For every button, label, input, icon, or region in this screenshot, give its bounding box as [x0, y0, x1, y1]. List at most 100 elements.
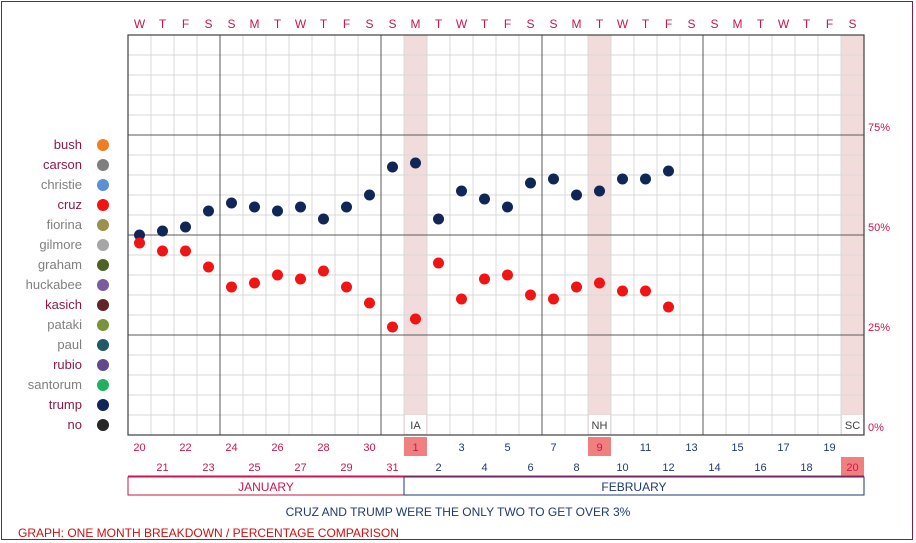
date-label: 11 — [640, 442, 651, 454]
data-point-trump — [594, 185, 605, 197]
data-point-cruz — [502, 269, 513, 281]
month-label: FEBRUARY — [601, 480, 666, 494]
data-point-trump — [341, 201, 352, 213]
data-point-cruz — [525, 289, 536, 301]
legend-item-carson: carson — [0, 155, 112, 175]
legend-label: graham — [37, 257, 82, 272]
legend-dot-icon — [97, 219, 109, 231]
date-label: 19 — [823, 442, 835, 454]
weekday-label: T — [803, 17, 811, 31]
data-point-cruz — [479, 273, 490, 285]
data-point-trump — [479, 193, 490, 205]
date-label: 15 — [731, 442, 743, 454]
legend-item-rubio: rubio — [0, 355, 112, 375]
legend-label: rubio — [53, 357, 82, 372]
data-point-trump — [180, 221, 191, 233]
date-label: 17 — [777, 442, 789, 454]
date-label: 12 — [662, 462, 674, 474]
event-date-cell — [841, 457, 864, 476]
data-point-trump — [433, 213, 444, 225]
data-point-cruz — [364, 297, 375, 309]
weekday-label: S — [710, 17, 718, 31]
event-date-cell — [588, 437, 611, 456]
date-label: 1 — [412, 442, 418, 454]
weekday-label: T — [481, 17, 489, 31]
data-point-cruz — [272, 269, 283, 281]
event-label-bg — [842, 415, 863, 434]
data-point-trump — [226, 197, 237, 209]
data-point-cruz — [180, 245, 191, 257]
date-label: 4 — [481, 462, 487, 474]
legend-label: kasich — [45, 297, 82, 312]
legend-dot-icon — [97, 379, 109, 391]
weekday-label: S — [388, 17, 396, 31]
data-point-cruz — [548, 293, 559, 305]
weekday-label: T — [159, 17, 167, 31]
date-label: 16 — [754, 462, 766, 474]
data-point-trump — [364, 189, 375, 201]
event-label-bg — [405, 415, 426, 434]
data-point-trump — [249, 201, 260, 213]
weekday-label: F — [182, 17, 189, 31]
legend-item-bush: bush — [0, 135, 112, 155]
weekday-label: W — [617, 17, 629, 31]
legend-item-pataki: pataki — [0, 315, 112, 335]
data-point-trump — [456, 185, 467, 197]
data-point-cruz — [134, 237, 145, 249]
data-point-cruz — [157, 245, 168, 257]
legend-dot-icon — [97, 319, 109, 331]
legend-dot-icon — [97, 359, 109, 371]
weekday-label: F — [343, 17, 350, 31]
data-point-trump — [640, 173, 651, 185]
weekday-label: W — [134, 17, 146, 31]
date-label: 21 — [156, 462, 168, 474]
date-label: 2 — [435, 462, 441, 474]
legend-item-christie: christie — [0, 175, 112, 195]
data-point-cruz — [456, 293, 467, 305]
data-point-trump — [548, 173, 559, 185]
weekday-label: M — [572, 17, 582, 31]
legend-dot-icon — [97, 299, 109, 311]
date-label: 13 — [685, 442, 697, 454]
date-label: 6 — [527, 462, 533, 474]
legend-item-graham: graham — [0, 255, 112, 275]
date-label: 29 — [340, 462, 352, 474]
date-label: 25 — [248, 462, 260, 474]
date-label: 18 — [800, 462, 812, 474]
event-label: SC — [845, 420, 860, 432]
data-point-cruz — [387, 321, 398, 333]
date-label: 27 — [294, 462, 306, 474]
weekday-label: T — [642, 17, 650, 31]
data-point-cruz — [594, 277, 605, 289]
legend-item-no: no — [0, 415, 112, 435]
footer-note: GRAPH: ONE MONTH BREAKDOWN / PERCENTAGE … — [18, 526, 399, 540]
data-point-cruz — [341, 281, 352, 293]
legend-label: paul — [57, 337, 82, 352]
weekday-label: M — [250, 17, 260, 31]
date-label: 14 — [708, 462, 720, 474]
data-point-cruz — [571, 281, 582, 293]
legend-dot-icon — [97, 139, 109, 151]
legend-label: pataki — [47, 317, 82, 332]
date-label: 26 — [271, 442, 283, 454]
weekday-label: S — [549, 17, 557, 31]
data-point-cruz — [226, 281, 237, 293]
data-point-trump — [203, 205, 214, 217]
data-point-trump — [410, 157, 421, 169]
event-label-bg — [589, 415, 610, 434]
legend-item-santorum: santorum — [0, 375, 112, 395]
legend-item-gilmore: gilmore — [0, 235, 112, 255]
weekday-label: S — [227, 17, 235, 31]
date-label: 30 — [363, 442, 375, 454]
weekday-label: M — [411, 17, 421, 31]
data-point-cruz — [433, 257, 444, 269]
data-point-trump — [157, 225, 168, 237]
legend-dot-icon — [97, 419, 109, 431]
data-point-cruz — [249, 277, 260, 289]
legend-item-paul: paul — [0, 335, 112, 355]
legend-dot-icon — [97, 239, 109, 251]
legend-item-fiorina: fiorina — [0, 215, 112, 235]
data-point-cruz — [203, 261, 214, 273]
